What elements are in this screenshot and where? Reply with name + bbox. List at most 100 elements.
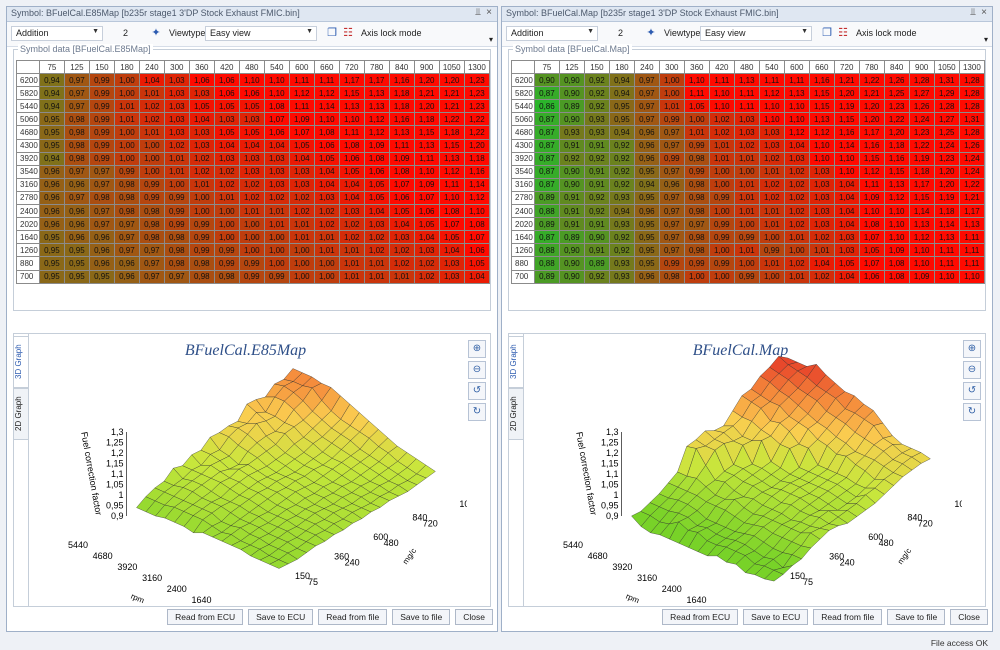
- map-cell[interactable]: 1,12: [858, 164, 885, 179]
- map-cell[interactable]: 0,99: [733, 230, 760, 245]
- map-cell[interactable]: 0,95: [38, 243, 65, 258]
- save-to-ecu-button[interactable]: Save to ECU: [248, 609, 314, 625]
- map-cell[interactable]: 0,97: [88, 204, 115, 219]
- map-cell[interactable]: 1,10: [858, 204, 885, 219]
- map-cell[interactable]: 0,96: [38, 164, 65, 179]
- map-cell[interactable]: 1,28: [908, 73, 935, 88]
- map-cell[interactable]: 1,11: [958, 256, 986, 271]
- map-cell[interactable]: 0,96: [63, 230, 90, 245]
- map-cell[interactable]: 0,97: [63, 73, 90, 88]
- map-cell[interactable]: 0,97: [658, 125, 685, 140]
- map-cell[interactable]: 1,03: [808, 190, 835, 206]
- map-cell[interactable]: 0,93: [583, 112, 610, 127]
- map-cell[interactable]: 1,03: [413, 243, 440, 258]
- map-cell[interactable]: 0,97: [63, 86, 90, 101]
- map-cell[interactable]: 1,16: [463, 164, 491, 179]
- map-cell[interactable]: 1,21: [858, 86, 885, 101]
- map-cell[interactable]: 1,27: [933, 112, 960, 127]
- map-cell[interactable]: 1,02: [783, 164, 810, 179]
- map-cell[interactable]: 1,00: [213, 230, 240, 245]
- map-cell[interactable]: 1,26: [958, 138, 986, 153]
- map-cell[interactable]: 0,98: [163, 230, 190, 245]
- map-cell[interactable]: 0,97: [88, 164, 115, 179]
- map-cell[interactable]: 1,15: [833, 112, 860, 127]
- map-cell[interactable]: 1,10: [908, 256, 935, 271]
- map-cell[interactable]: 1,24: [908, 112, 935, 127]
- map-cell[interactable]: 1,27: [908, 86, 935, 101]
- map-cell[interactable]: 1,10: [883, 217, 910, 232]
- map-cell[interactable]: 1,08: [263, 99, 290, 114]
- map-cell[interactable]: 0,98: [113, 190, 140, 206]
- map-cell[interactable]: 1,23: [883, 99, 910, 114]
- map-cell[interactable]: 1,10: [758, 112, 785, 127]
- map-cell[interactable]: 1,05: [858, 243, 885, 258]
- map-cell[interactable]: 1,20: [413, 99, 440, 114]
- map-cell[interactable]: 1,04: [338, 190, 365, 206]
- map-cell[interactable]: 1,07: [463, 230, 491, 245]
- map-cell[interactable]: 0,90: [558, 256, 585, 271]
- map-cell[interactable]: 1,14: [908, 204, 935, 219]
- map-cell[interactable]: 1,00: [783, 243, 810, 258]
- map-cell[interactable]: 1,12: [438, 164, 465, 179]
- map-cell[interactable]: 0,96: [633, 204, 660, 219]
- map-cell[interactable]: 0,89: [533, 190, 560, 206]
- map-cell[interactable]: 0,88: [533, 243, 560, 258]
- map-cell[interactable]: 1,02: [808, 269, 835, 284]
- map-cell[interactable]: 0,96: [633, 125, 660, 140]
- map-cell[interactable]: 0,97: [658, 190, 685, 206]
- map-cell[interactable]: 0,87: [533, 230, 560, 245]
- map-cell[interactable]: 1,13: [363, 86, 390, 101]
- toolbar-overflow-icon[interactable]: ▾: [983, 35, 988, 44]
- map-cell[interactable]: 1,04: [833, 217, 860, 232]
- map-cell[interactable]: 1,15: [808, 99, 835, 114]
- map-cell[interactable]: 1,28: [933, 99, 960, 114]
- map-cell[interactable]: 1,25: [883, 86, 910, 101]
- copy-window-icon[interactable]: ❐: [327, 27, 337, 39]
- map-cell[interactable]: 1,00: [683, 269, 710, 284]
- map-cell[interactable]: 1,15: [883, 164, 910, 179]
- map-cell[interactable]: 1,29: [933, 86, 960, 101]
- map-cell[interactable]: 0,96: [658, 177, 685, 192]
- map-cell[interactable]: 1,02: [163, 138, 190, 153]
- map-cell[interactable]: 1,22: [463, 125, 491, 140]
- map-cell[interactable]: 0,96: [63, 217, 90, 232]
- map-cell[interactable]: 0,99: [88, 151, 115, 166]
- map-cell[interactable]: 0,94: [633, 177, 660, 192]
- map-cell[interactable]: 1,06: [858, 269, 885, 284]
- map-cell[interactable]: 1,03: [363, 217, 390, 232]
- map-cell[interactable]: 1,23: [463, 73, 491, 88]
- map-cell[interactable]: 1,10: [263, 73, 290, 88]
- map-cell[interactable]: 1,24: [958, 164, 986, 179]
- map-cell[interactable]: 1,02: [313, 204, 340, 219]
- map-cell[interactable]: 1,01: [758, 164, 785, 179]
- map-cell[interactable]: 1,15: [438, 138, 465, 153]
- map-cell[interactable]: 1,18: [908, 164, 935, 179]
- map-cell[interactable]: 1,01: [808, 243, 835, 258]
- map-cell[interactable]: 1,06: [213, 73, 240, 88]
- close-icon[interactable]: ×: [486, 7, 492, 18]
- map-cell[interactable]: 0,89: [533, 269, 560, 284]
- save-to-file-button[interactable]: Save to file: [887, 609, 946, 625]
- map-cell[interactable]: 1,13: [733, 73, 760, 88]
- map-cell[interactable]: 1,04: [138, 73, 165, 88]
- map-cell[interactable]: 1,10: [808, 138, 835, 153]
- map-cell[interactable]: 1,01: [338, 243, 365, 258]
- map-cell[interactable]: 0,99: [238, 256, 265, 271]
- map-cell[interactable]: 1,12: [883, 190, 910, 206]
- map-cell[interactable]: 1,15: [413, 125, 440, 140]
- map-cell[interactable]: 0,99: [658, 112, 685, 127]
- mode-select[interactable]: Addition ▼: [11, 26, 103, 41]
- map-cell[interactable]: 1,03: [808, 204, 835, 219]
- map-cell[interactable]: 1,20: [933, 177, 960, 192]
- map-cell[interactable]: 1,01: [783, 230, 810, 245]
- map-cell[interactable]: 1,13: [933, 230, 960, 245]
- map-cell[interactable]: 1,00: [238, 230, 265, 245]
- map-cell[interactable]: 0,92: [608, 164, 635, 179]
- map-cell[interactable]: 1,03: [163, 73, 190, 88]
- map-cell[interactable]: 1,10: [883, 230, 910, 245]
- map-cell[interactable]: 1,01: [163, 164, 190, 179]
- map-cell[interactable]: 1,01: [733, 177, 760, 192]
- map-cell[interactable]: 0,91: [583, 243, 610, 258]
- map-cell[interactable]: 1,08: [388, 164, 415, 179]
- map-cell[interactable]: 1,10: [958, 269, 986, 284]
